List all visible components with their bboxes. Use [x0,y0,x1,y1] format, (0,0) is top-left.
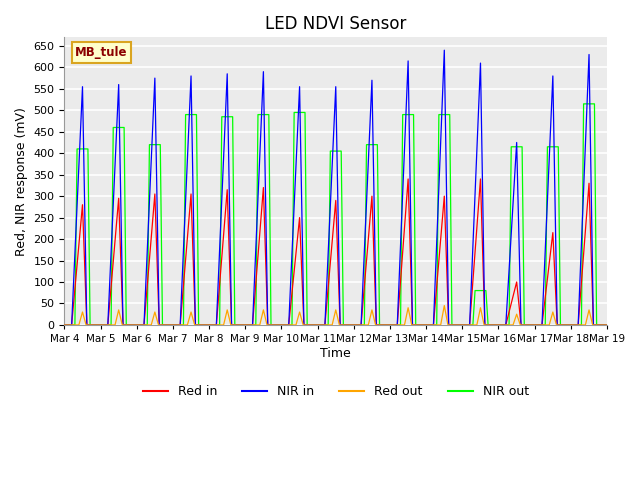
Legend: Red in, NIR in, Red out, NIR out: Red in, NIR in, Red out, NIR out [138,380,534,403]
X-axis label: Time: Time [320,347,351,360]
Text: MB_tule: MB_tule [76,46,128,59]
Title: LED NDVI Sensor: LED NDVI Sensor [265,15,406,33]
Y-axis label: Red, NIR response (mV): Red, NIR response (mV) [15,107,28,255]
